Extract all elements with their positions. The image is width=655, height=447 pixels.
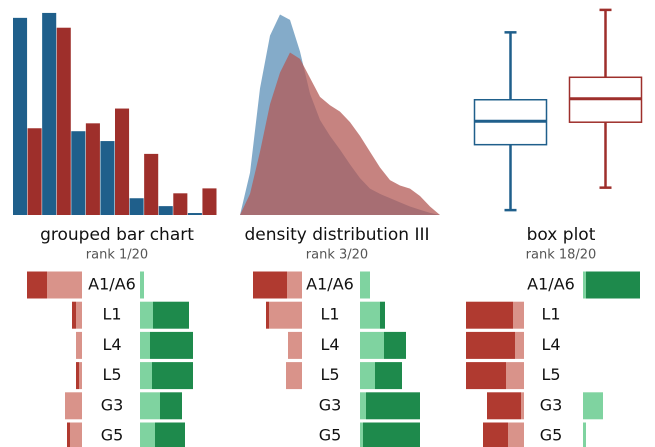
row-label: L5 xyxy=(541,365,560,384)
row-label: G3 xyxy=(540,395,563,414)
row-label: L1 xyxy=(320,305,339,324)
left-bar xyxy=(521,392,524,420)
right-bar xyxy=(140,362,152,390)
left-bar xyxy=(47,271,82,299)
left-bar xyxy=(27,271,47,299)
chart-subtitle: rank 1/20 xyxy=(86,248,148,263)
left-bar xyxy=(487,392,521,420)
bar xyxy=(173,193,188,215)
row-label: G5 xyxy=(540,426,563,445)
right-bar xyxy=(366,392,420,420)
left-bar xyxy=(79,362,82,390)
left-bar xyxy=(269,301,302,329)
row-label: L4 xyxy=(102,335,121,354)
row-label: A1/A6 xyxy=(306,275,354,294)
right-bar xyxy=(380,301,385,329)
row-label: L4 xyxy=(320,335,339,354)
chart-title: density distribution III xyxy=(244,225,429,245)
bar xyxy=(100,141,115,215)
left-bar xyxy=(70,422,82,447)
bar xyxy=(85,123,100,215)
left-bar xyxy=(508,422,524,447)
row-label: L1 xyxy=(102,305,121,324)
right-bar xyxy=(140,422,155,447)
chart-subtitle: rank 3/20 xyxy=(306,248,368,263)
left-bar xyxy=(506,362,524,390)
bar xyxy=(42,12,57,215)
row-label: A1/A6 xyxy=(88,275,136,294)
left-bar xyxy=(287,271,302,299)
row-label: G5 xyxy=(101,426,124,445)
left-bar xyxy=(76,301,82,329)
right-bar xyxy=(360,392,366,420)
right-bar xyxy=(583,271,586,299)
left-bar xyxy=(483,422,508,447)
left-bar xyxy=(466,331,515,359)
right-bar xyxy=(160,392,182,420)
right-bar xyxy=(140,331,150,359)
row-label: G3 xyxy=(101,395,124,414)
right-bar xyxy=(363,422,420,447)
right-bar xyxy=(150,331,193,359)
left-bar xyxy=(76,331,82,359)
right-bar xyxy=(360,422,363,447)
chart-title: box plot xyxy=(527,225,596,245)
right-bar xyxy=(360,271,370,299)
left-bar xyxy=(286,362,302,390)
row-label: L5 xyxy=(320,365,339,384)
bar xyxy=(144,153,159,215)
left-bar xyxy=(288,331,302,359)
left-bar xyxy=(466,301,513,329)
right-bar xyxy=(360,331,384,359)
bar xyxy=(71,131,86,215)
right-bar xyxy=(155,422,185,447)
chart-title: grouped bar chart xyxy=(40,225,194,245)
right-bar xyxy=(583,392,603,420)
bar xyxy=(27,128,42,215)
right-bar xyxy=(586,271,640,299)
left-bar xyxy=(65,392,82,420)
right-bar xyxy=(140,271,144,299)
row-label: L4 xyxy=(541,335,560,354)
right-bar xyxy=(360,362,375,390)
bar xyxy=(129,198,144,215)
row-label: L5 xyxy=(102,365,121,384)
bar xyxy=(202,188,217,215)
right-bar xyxy=(360,301,380,329)
left-bar xyxy=(67,422,70,447)
right-bar xyxy=(140,392,160,420)
bar xyxy=(115,108,130,215)
chart-subtitle: rank 18/20 xyxy=(526,248,597,263)
right-bar xyxy=(375,362,402,390)
bar xyxy=(56,27,71,216)
bar xyxy=(187,213,202,215)
left-bar xyxy=(253,271,287,299)
right-bar xyxy=(140,301,153,329)
left-bar xyxy=(266,301,269,329)
right-bar xyxy=(153,301,189,329)
row-label: G3 xyxy=(319,395,342,414)
right-bar xyxy=(384,331,406,359)
left-bar xyxy=(515,331,524,359)
density-area xyxy=(240,52,440,215)
row-label: G5 xyxy=(319,426,342,445)
right-bar xyxy=(152,362,193,390)
bar xyxy=(158,206,173,215)
row-label: A1/A6 xyxy=(527,275,575,294)
bar xyxy=(13,17,28,215)
left-bar xyxy=(513,301,524,329)
row-label: L1 xyxy=(541,305,560,324)
left-bar xyxy=(466,362,506,390)
right-bar xyxy=(583,422,586,447)
left-bar xyxy=(72,301,76,329)
left-bar xyxy=(76,362,79,390)
